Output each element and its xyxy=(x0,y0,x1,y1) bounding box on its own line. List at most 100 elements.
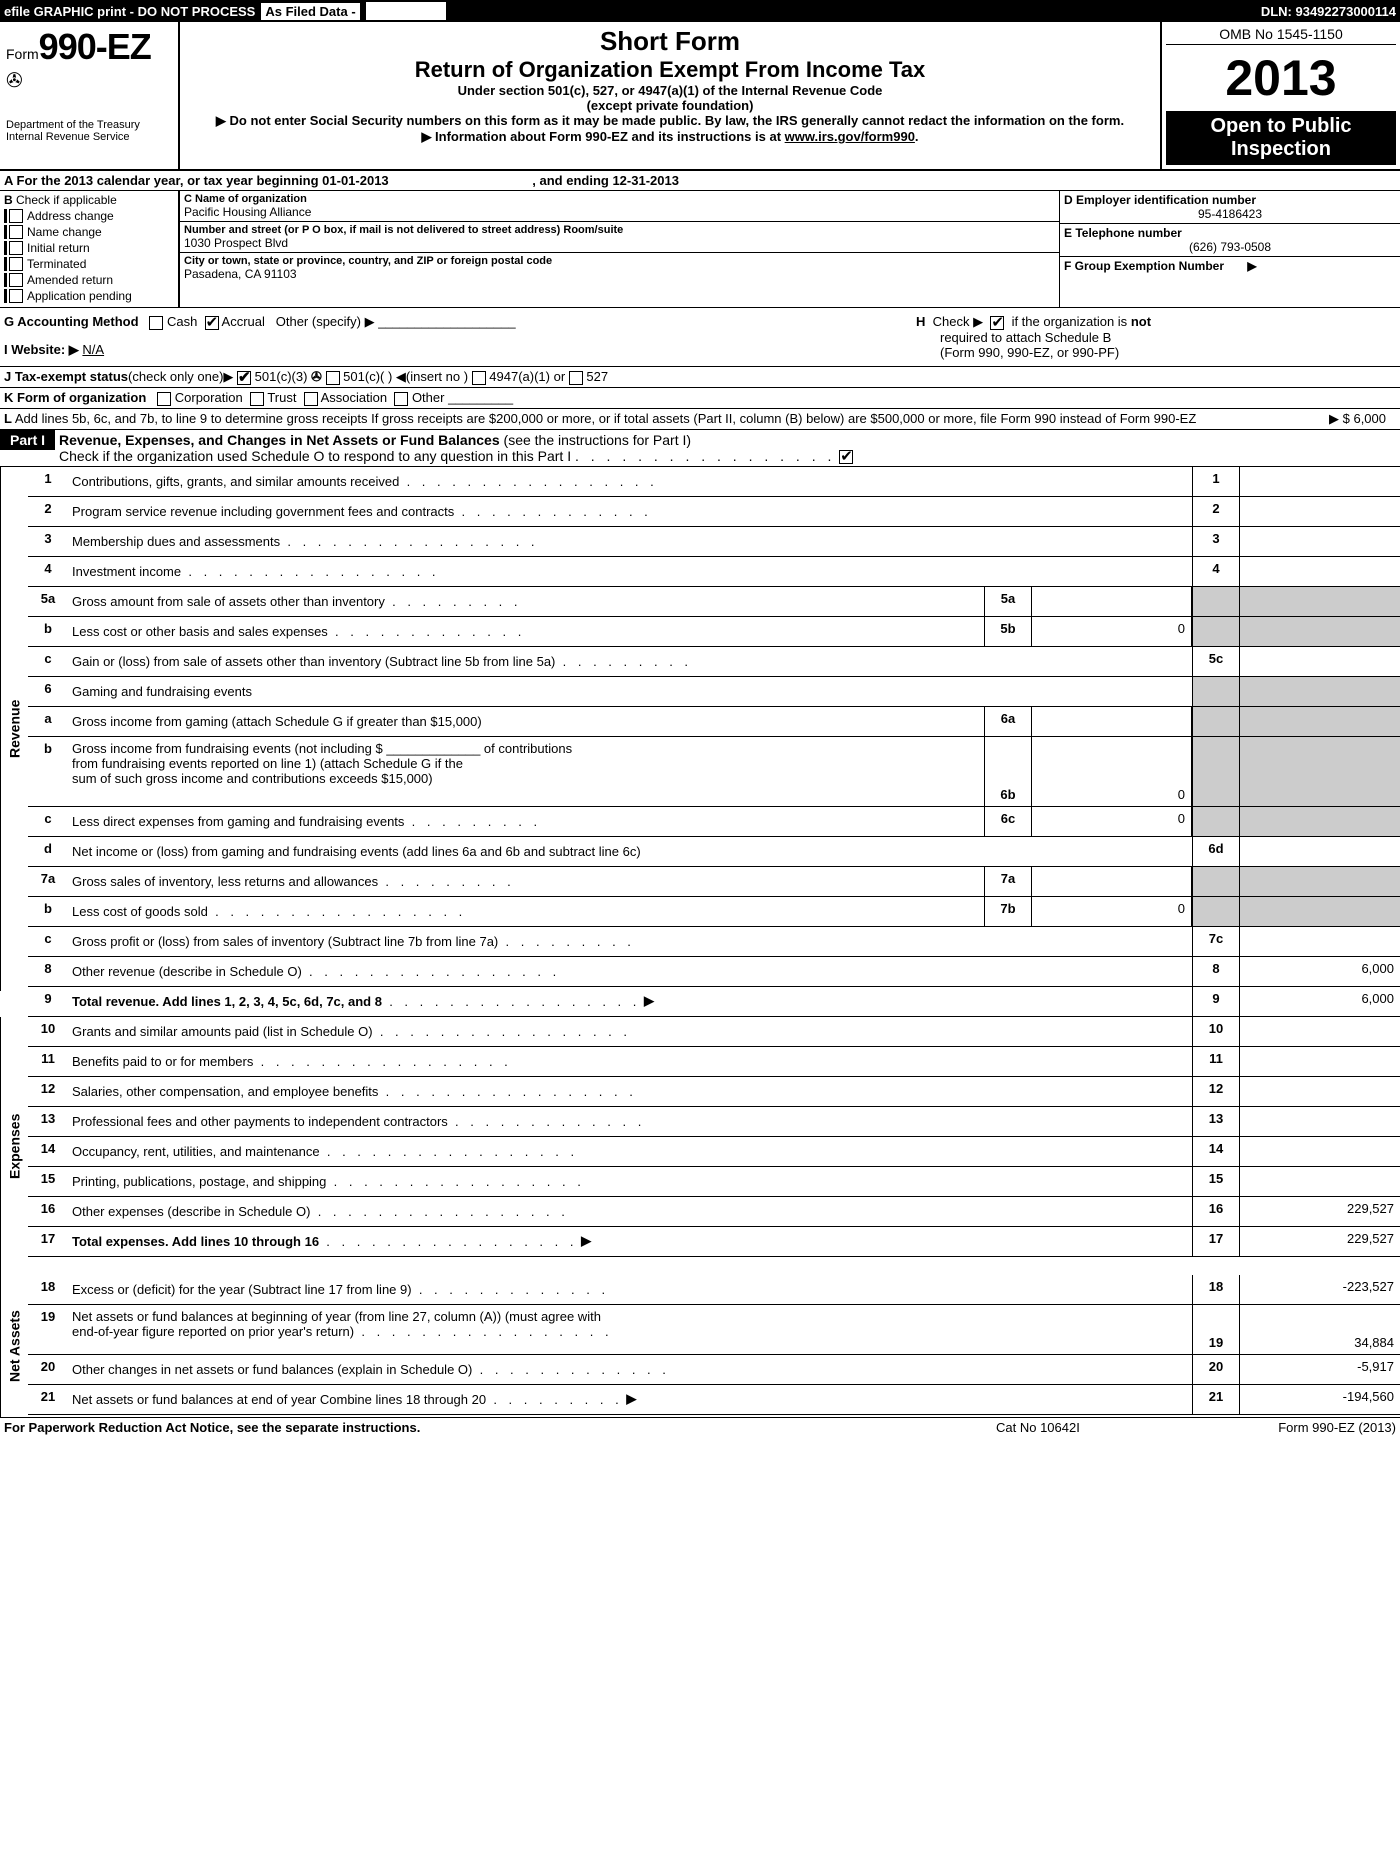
f-arrow: ▶ xyxy=(1247,259,1256,273)
line-16: 16Other expenses (describe in Schedule O… xyxy=(28,1197,1400,1227)
g-label: G Accounting Method xyxy=(4,314,139,329)
expenses-section: Expenses 10Grants and similar amounts pa… xyxy=(0,1017,1400,1275)
chk-assoc[interactable] xyxy=(304,392,318,406)
line-12: 12Salaries, other compensation, and empl… xyxy=(28,1077,1400,1107)
net-assets-section: Net Assets 18Excess or (deficit) for the… xyxy=(0,1275,1400,1417)
col-b: B Check if applicable Address change Nam… xyxy=(0,191,180,307)
short-form-title: Short Form xyxy=(188,26,1152,57)
chk-schedule-o[interactable] xyxy=(839,450,853,464)
part1-label: Part I xyxy=(0,430,55,450)
dept-irs: Internal Revenue Service xyxy=(6,131,172,143)
street-value: 1030 Prospect Blvd xyxy=(184,236,1055,250)
chk-4947[interactable] xyxy=(472,371,486,385)
b-label: B xyxy=(4,193,13,207)
chk-amended[interactable]: Amended return xyxy=(4,273,174,287)
ein-value: 95-4186423 xyxy=(1064,207,1396,221)
h-label: H xyxy=(916,314,925,329)
row-g-h: G Accounting Method Cash Accrual Other (… xyxy=(0,308,1400,367)
street-label: Number and street (or P O box, if mail i… xyxy=(184,224,1055,236)
chk-trust[interactable] xyxy=(250,392,264,406)
side-expenses: Expenses xyxy=(0,1017,28,1275)
org-name: Pacific Housing Alliance xyxy=(184,205,1055,219)
chk-pending[interactable]: Application pending xyxy=(4,289,174,303)
city-label: City or town, state or province, country… xyxy=(184,255,1055,267)
chk-address-change[interactable]: Address change xyxy=(4,209,174,223)
subtitle1: Under section 501(c), 527, or 4947(a)(1)… xyxy=(188,83,1152,98)
note2-link: www.irs.gov/form990 xyxy=(785,129,915,144)
h-text4: (Form 990, 990-EZ, or 990-PF) xyxy=(916,345,1396,360)
line-7c: c Gross profit or (loss) from sales of i… xyxy=(28,927,1400,957)
line-5b: b Less cost or other basis and sales exp… xyxy=(28,617,1400,647)
chk-initial-return[interactable]: Initial return xyxy=(4,241,174,255)
h-text3: required to attach Schedule B xyxy=(916,330,1396,345)
subtitle2: (except private foundation) xyxy=(188,98,1152,113)
d-label: D Employer identification number xyxy=(1064,193,1396,207)
line-5a: 5a Gross amount from sale of assets othe… xyxy=(28,587,1400,617)
row-k: K Form of organization Corporation Trust… xyxy=(0,388,1400,409)
line-7b: b Less cost of goods sold . . . . . . . … xyxy=(28,897,1400,927)
chk-corp[interactable] xyxy=(157,392,171,406)
line-10: 10Grants and similar amounts paid (list … xyxy=(28,1017,1400,1047)
line-11: 11Benefits paid to or for members . . . … xyxy=(28,1047,1400,1077)
side-revenue: Revenue xyxy=(0,467,28,991)
line-7a: 7a Gross sales of inventory, less return… xyxy=(28,867,1400,897)
line-6a: a Gross income from gaming (attach Sched… xyxy=(28,707,1400,737)
omb-number: OMB No 1545-1150 xyxy=(1166,26,1396,45)
form-number: 990-EZ xyxy=(39,26,151,67)
line-9: 9 Total revenue. Add lines 1, 2, 3, 4, 5… xyxy=(28,987,1400,1017)
line-4: 4 Investment income . . . . . . . . . . … xyxy=(28,557,1400,587)
top-bar: efile GRAPHIC print - DO NOT PROCESS As … xyxy=(0,0,1400,22)
website-value: N/A xyxy=(82,342,104,357)
chk-527[interactable] xyxy=(569,371,583,385)
line-1: 1 Contributions, gifts, grants, and simi… xyxy=(28,467,1400,497)
section-a: A For the 2013 calendar year, or tax yea… xyxy=(0,171,1400,191)
line-2: 2 Program service revenue including gove… xyxy=(28,497,1400,527)
chk-name-change[interactable]: Name change xyxy=(4,225,174,239)
phone-value: (626) 793-0508 xyxy=(1064,240,1396,254)
city-value: Pasadena, CA 91103 xyxy=(184,267,1055,281)
line-6: 6 Gaming and fundraising events xyxy=(28,677,1400,707)
open-public: Open to Public Inspection xyxy=(1166,111,1396,165)
e-label: E Telephone number xyxy=(1064,226,1396,240)
chk-cash[interactable] xyxy=(149,316,163,330)
footer: For Paperwork Reduction Act Notice, see … xyxy=(0,1417,1400,1437)
line-20: 20Other changes in net assets or fund ba… xyxy=(28,1355,1400,1385)
main-info-block: B Check if applicable Address change Nam… xyxy=(0,191,1400,308)
col-c: C Name of organization Pacific Housing A… xyxy=(180,191,1060,307)
dln-label: DLN: 93492273000114 xyxy=(1261,4,1396,19)
line-15: 15Printing, publications, postage, and s… xyxy=(28,1167,1400,1197)
form-label: Form xyxy=(6,46,39,62)
line-17: 17Total expenses. Add lines 10 through 1… xyxy=(28,1227,1400,1257)
as-filed-box: As Filed Data - xyxy=(261,3,359,20)
line-13: 13Professional fees and other payments t… xyxy=(28,1107,1400,1137)
chk-terminated[interactable]: Terminated xyxy=(4,257,174,271)
efile-label: efile GRAPHIC print - DO NOT PROCESS xyxy=(4,4,255,19)
chk-other[interactable] xyxy=(394,392,408,406)
chk-accrual[interactable] xyxy=(205,316,219,330)
footer-cat: Cat No 10642I xyxy=(996,1420,1196,1435)
tax-year: 2013 xyxy=(1166,45,1396,111)
part1-title: Revenue, Expenses, and Changes in Net As… xyxy=(59,432,500,448)
chk-h[interactable] xyxy=(990,316,1004,330)
note1: ▶ Do not enter Social Security numbers o… xyxy=(188,113,1152,129)
line-21: 21Net assets or fund balances at end of … xyxy=(28,1385,1400,1415)
chk-501c[interactable] xyxy=(326,371,340,385)
footer-left: For Paperwork Reduction Act Notice, see … xyxy=(4,1420,996,1435)
part1-header: Part I Revenue, Expenses, and Changes in… xyxy=(0,430,1400,466)
line-3: 3 Membership dues and assessments . . . … xyxy=(28,527,1400,557)
line-5c: c Gain or (loss) from sale of assets oth… xyxy=(28,647,1400,677)
line-6c: c Less direct expenses from gaming and f… xyxy=(28,807,1400,837)
line-8: 8 Other revenue (describe in Schedule O)… xyxy=(28,957,1400,987)
chk-501c3[interactable] xyxy=(237,371,251,385)
section-a-ending: , and ending 12-31-2013 xyxy=(532,173,679,188)
col-d: D Employer identification number 95-4186… xyxy=(1060,191,1400,307)
revenue-section: Revenue 1 Contributions, gifts, grants, … xyxy=(0,466,1400,1017)
line-6d: d Net income or (loss) from gaming and f… xyxy=(28,837,1400,867)
line-14: 14Occupancy, rent, utilities, and mainte… xyxy=(28,1137,1400,1167)
row-l: L Add lines 5b, 6c, and 7b, to line 9 to… xyxy=(0,409,1400,430)
section-a-label: A xyxy=(4,173,13,188)
section-a-text: For the 2013 calendar year, or tax year … xyxy=(17,173,389,188)
form-header: Form990-EZ ✇ Department of the Treasury … xyxy=(0,22,1400,171)
main-title: Return of Organization Exempt From Incom… xyxy=(188,57,1152,83)
line-6b: b Gross income from fundraising events (… xyxy=(28,737,1400,807)
